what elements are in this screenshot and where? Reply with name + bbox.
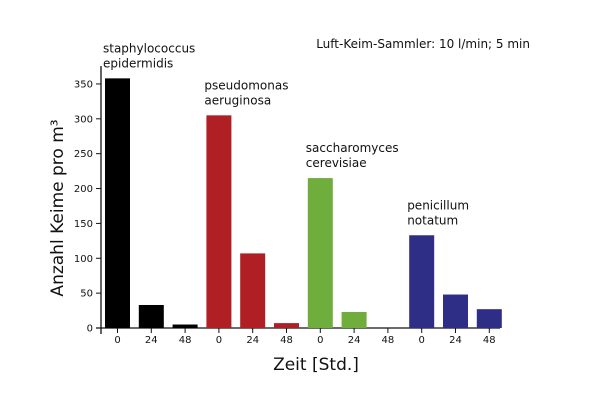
- chart-note: Luft-Keim-Sammler: 10 l/min; 5 min: [316, 37, 530, 51]
- y-tick-label: 300: [74, 114, 93, 125]
- x-tick-label: 0: [317, 335, 323, 346]
- x-tick-label: 48: [483, 335, 496, 346]
- x-tick-label: 24: [348, 335, 361, 346]
- x-tick-label: 48: [179, 335, 192, 346]
- x-axis-label: Zeit [Std.]: [273, 355, 359, 375]
- x-tick-label: 0: [114, 335, 120, 346]
- series-label: epidermidis: [103, 56, 173, 70]
- y-tick-label: 150: [74, 219, 93, 230]
- y-axis-label: Anzahl Keime pro m³: [48, 119, 68, 296]
- series-label: penicillum: [407, 198, 469, 212]
- x-tick-label: 0: [216, 335, 222, 346]
- x-tick-label: 24: [145, 335, 158, 346]
- bar: [138, 304, 164, 328]
- series-label: aeruginosa: [204, 93, 271, 107]
- y-tick-label: 0: [87, 324, 93, 335]
- y-tick-label: 350: [74, 79, 93, 90]
- series-label: cerevisiae: [306, 156, 367, 170]
- bar: [443, 294, 468, 328]
- x-tick-label: 24: [246, 335, 259, 346]
- y-tick-label: 100: [74, 254, 93, 265]
- y-tick-label: 250: [74, 149, 93, 160]
- bar: [476, 309, 502, 328]
- x-tick-label: 0: [419, 335, 425, 346]
- bar: [172, 324, 198, 328]
- x-tick-label: 48: [382, 335, 395, 346]
- bar: [240, 253, 266, 328]
- bar: [341, 311, 367, 328]
- series-label: notatum: [407, 213, 458, 227]
- bar: [274, 323, 299, 328]
- series-label: staphylococcus: [103, 41, 195, 55]
- bar: [105, 78, 130, 328]
- bar: [409, 235, 435, 328]
- series-label: saccharomyces: [306, 141, 399, 155]
- y-tick-label: 50: [80, 289, 93, 300]
- plot-area: 0 50 100 150 200 250 300 350 0 24 48 staphylococcus…: [74, 41, 502, 346]
- series-label: pseudomonas: [204, 78, 288, 92]
- bar: [206, 115, 232, 328]
- y-tick-label: 200: [74, 184, 93, 195]
- bar: [307, 178, 333, 328]
- x-tick-label: 48: [280, 335, 293, 346]
- x-tick-label: 24: [449, 335, 462, 346]
